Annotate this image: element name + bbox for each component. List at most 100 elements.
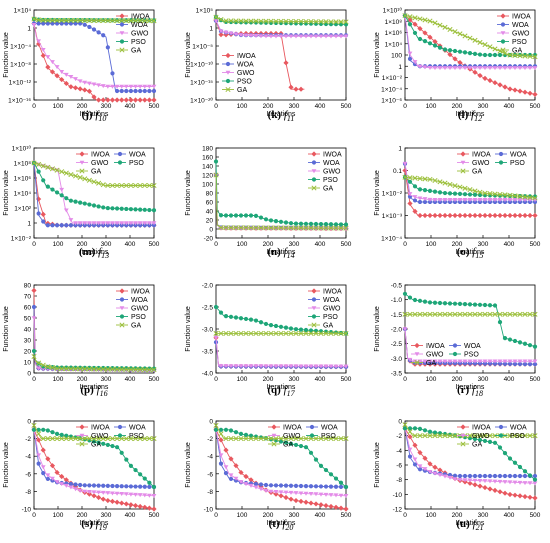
y-tick-label: 1×10⁴: [14, 8, 32, 15]
data-point: [96, 30, 101, 35]
x-tick-label: 0: [214, 512, 218, 519]
data-point: [472, 361, 478, 366]
legend-marker: [119, 306, 125, 311]
data-point: [238, 330, 244, 336]
data-point: [49, 365, 56, 371]
data-point: [462, 311, 468, 317]
data-point: [238, 469, 244, 476]
data-point: [137, 503, 143, 510]
data-point: [308, 221, 314, 226]
legend-label: GA: [426, 360, 436, 367]
data-point: [497, 311, 503, 317]
data-point: [402, 327, 408, 332]
data-point: [228, 428, 234, 433]
y-tick-label: 1×10²: [14, 206, 32, 213]
data-point: [527, 481, 533, 486]
y-axis-label: Function value: [3, 170, 10, 216]
data-point: [253, 436, 259, 442]
data-point: [532, 212, 538, 219]
data-point: [472, 188, 478, 194]
data-point: [447, 359, 453, 364]
data-point: [338, 480, 344, 485]
data-point: [333, 476, 339, 481]
data-point: [223, 213, 229, 218]
y-tick-label: -8: [207, 489, 213, 496]
data-point: [72, 17, 79, 24]
legend-label: GA: [91, 169, 101, 176]
data-point: [462, 185, 468, 191]
data-point: [63, 17, 69, 24]
data-point: [40, 465, 46, 470]
data-point: [283, 483, 289, 488]
x-tick-label: 500: [341, 103, 352, 110]
chart-panel: 0-2-4-6-8-100 100 200 300 400 500IterationsFu…: [3, 419, 160, 528]
data-point: [82, 201, 87, 206]
data-point: [124, 484, 129, 489]
data-point: [492, 191, 498, 197]
data-point: [432, 20, 438, 26]
legend: IWOA WOA GWO PSO GA: [457, 424, 527, 449]
data-point: [532, 91, 538, 97]
data-point: [109, 366, 116, 372]
data-point: [517, 493, 523, 499]
data-point: [338, 484, 344, 489]
data-point: [31, 316, 37, 321]
data-point: [472, 192, 478, 197]
legend-label: PSO: [321, 433, 336, 440]
y-tick-label: 1×10⁻⁶: [381, 98, 402, 105]
data-point: [427, 18, 433, 24]
data-point: [522, 194, 528, 200]
data-point: [233, 430, 239, 435]
data-point: [497, 489, 503, 495]
data-point: [253, 318, 259, 323]
caption-subscript: 10: [98, 114, 107, 123]
data-point: [457, 197, 463, 202]
data-point: [532, 473, 538, 479]
data-point: [138, 207, 143, 212]
series-line: [215, 425, 346, 440]
x-tick-label: 200: [452, 103, 463, 110]
y-tick-label: -2.0: [202, 283, 214, 290]
data-point: [243, 225, 249, 231]
data-point: [407, 357, 413, 362]
y-tick-label: -3.5: [391, 371, 403, 378]
data-point: [132, 18, 139, 24]
data-point: [522, 341, 528, 346]
data-point: [467, 478, 473, 483]
data-point: [507, 456, 513, 461]
y-tick-label: -12: [393, 507, 403, 514]
data-point: [41, 219, 46, 224]
data-point: [278, 330, 284, 336]
legend-label: IWOA: [131, 14, 150, 21]
data-point: [283, 325, 289, 330]
data-point: [517, 66, 523, 71]
data-point: [527, 311, 533, 317]
data-point: [318, 225, 324, 231]
data-point: [432, 300, 438, 305]
data-point: [273, 34, 279, 39]
data-point: [73, 223, 78, 228]
data-point: [258, 482, 264, 487]
data-point: [482, 438, 488, 444]
data-point: [105, 97, 111, 103]
x-tick-label: 0: [32, 512, 36, 519]
x-tick-label: 200: [77, 103, 88, 110]
y-tick-label: 1×10⁻⁵: [192, 44, 213, 51]
y-tick-label: -4: [396, 448, 402, 455]
data-point: [45, 55, 51, 60]
legend-marker: [119, 31, 125, 36]
data-point: [298, 327, 304, 332]
data-point: [138, 88, 143, 94]
data-point: [293, 436, 299, 442]
data-point: [64, 21, 69, 26]
y-tick-label: 1: [27, 26, 31, 33]
data-point: [243, 473, 249, 480]
data-point: [119, 492, 125, 497]
data-point: [407, 434, 413, 440]
data-point: [114, 84, 120, 89]
data-point: [442, 212, 448, 219]
data-point: [151, 84, 157, 89]
data-point: [248, 213, 254, 218]
caption-subscript: 14: [286, 251, 295, 260]
